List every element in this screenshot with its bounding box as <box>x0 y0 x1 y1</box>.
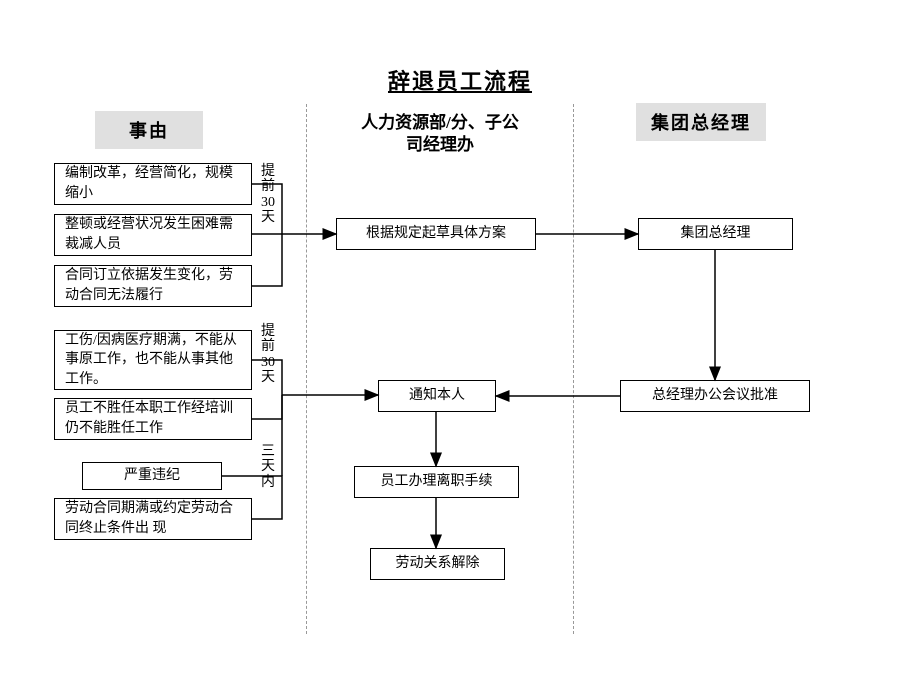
reason-box-r5: 员工不胜任本职工作经培训仍不能胜任工作 <box>54 398 252 440</box>
reason-box-r6: 严重违纪 <box>82 462 222 490</box>
lane-divider-1 <box>573 104 574 634</box>
page-title: 辞退员工流程 <box>388 64 532 96</box>
reason-box-r1: 编制改革，经营简化，规模缩小 <box>54 163 252 205</box>
timing-label-l3: 三天内 <box>260 444 276 490</box>
lane-divider-0 <box>306 104 307 634</box>
timing-label-l2: 提前30天 <box>260 324 276 386</box>
reason-box-r7: 劳动合同期满或约定劳动合同终止条件出 现 <box>54 498 252 540</box>
timing-label-l1: 提前30天 <box>260 164 276 226</box>
lane-header-gm: 集团总经理 <box>636 103 766 141</box>
lane-header-reasons: 事由 <box>95 111 203 149</box>
process-box-p4: 通知本人 <box>378 380 496 412</box>
process-box-p2: 集团总经理 <box>638 218 793 250</box>
process-box-p1: 根据规定起草具体方案 <box>336 218 536 250</box>
reason-box-r2: 整顿或经营状况发生困难需裁减人员 <box>54 214 252 256</box>
process-box-p5: 员工办理离职手续 <box>354 466 519 498</box>
reason-box-r4: 工伤/因病医疗期满，不能从事原工作，也不能从事其他工作。 <box>54 330 252 390</box>
process-box-p3: 总经理办公会议批准 <box>620 380 810 412</box>
reason-box-r3: 合同订立依据发生变化，劳动合同无法履行 <box>54 265 252 307</box>
lane-header-hr: 人力资源部/分、子公司经理办 <box>355 112 525 156</box>
process-box-p6: 劳动关系解除 <box>370 548 505 580</box>
